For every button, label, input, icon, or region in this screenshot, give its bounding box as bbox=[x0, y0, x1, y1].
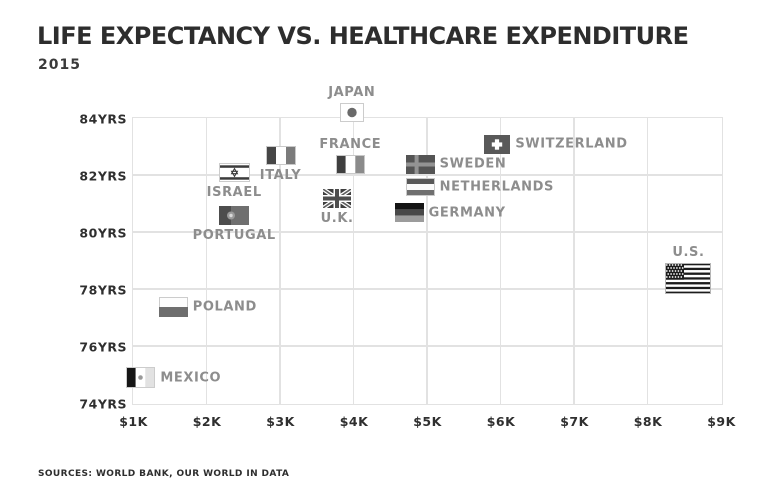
source-note: SOURCES: WORLD BANK, OUR WORLD IN DATA bbox=[38, 469, 290, 479]
gridline-horizontal bbox=[133, 174, 722, 176]
germany-label: GERMANY bbox=[428, 205, 506, 221]
x-tick-label: $1K bbox=[119, 414, 148, 429]
germany-flag-icon bbox=[394, 203, 424, 223]
us-flag-icon bbox=[665, 262, 712, 294]
x-tick-label: $8K bbox=[633, 414, 663, 429]
sweden-label: SWEDEN bbox=[439, 156, 507, 172]
x-tick-label: $2K bbox=[192, 414, 222, 429]
gridline-vertical bbox=[573, 118, 575, 404]
y-tick-label: 84YRS bbox=[79, 111, 127, 126]
chart-subtitle: 2015 bbox=[38, 57, 81, 73]
gridline-vertical bbox=[205, 118, 208, 404]
italy-label: ITALY bbox=[259, 168, 302, 184]
y-tick-label: 80YRS bbox=[79, 225, 127, 240]
israel-flag-icon bbox=[218, 163, 250, 183]
israel-label: ISRAEL bbox=[206, 185, 262, 201]
x-tick-label: $3K bbox=[266, 414, 295, 429]
gridline-vertical bbox=[646, 118, 649, 404]
mexico-label: MEXICO bbox=[160, 370, 222, 386]
gridline-vertical bbox=[426, 118, 428, 404]
y-tick-label: 74YRS bbox=[79, 396, 127, 411]
plot-area bbox=[132, 117, 723, 405]
x-tick-label: $7K bbox=[560, 414, 589, 429]
netherlands-label: NETHERLANDS bbox=[439, 179, 555, 195]
gridline-horizontal bbox=[133, 345, 722, 347]
japan-label: JAPAN bbox=[328, 85, 376, 101]
switzerland-flag-icon bbox=[484, 134, 511, 154]
poland-flag-icon bbox=[158, 296, 188, 317]
x-tick-label: $9K bbox=[707, 414, 736, 429]
gridline-vertical bbox=[279, 118, 281, 404]
uk-label: U.K. bbox=[320, 210, 354, 226]
switzerland-label: SWITZERLAND bbox=[515, 136, 628, 152]
italy-flag-icon bbox=[265, 146, 296, 166]
portugal-label: PORTUGAL bbox=[192, 227, 276, 243]
netherlands-flag-icon bbox=[405, 177, 435, 196]
gridline-horizontal bbox=[133, 288, 722, 290]
x-tick-label: $5K bbox=[413, 414, 442, 429]
x-tick-label: $4K bbox=[339, 414, 369, 429]
japan-flag-icon bbox=[339, 103, 364, 123]
uk-flag-icon bbox=[323, 188, 352, 208]
sweden-flag-icon bbox=[405, 154, 435, 174]
france-label: FRANCE bbox=[319, 136, 382, 152]
gridline-horizontal bbox=[133, 231, 722, 233]
x-tick-label: $6K bbox=[486, 414, 516, 429]
y-tick-label: 78YRS bbox=[79, 282, 127, 297]
chart-title: LIFE EXPECTANCY VS. HEALTHCARE EXPENDITU… bbox=[37, 22, 689, 50]
gridline-vertical bbox=[352, 118, 355, 404]
gridline-vertical bbox=[499, 118, 502, 404]
y-tick-label: 76YRS bbox=[79, 339, 127, 354]
france-flag-icon bbox=[335, 154, 365, 174]
us-label: U.S. bbox=[672, 244, 705, 260]
y-tick-label: 82YRS bbox=[79, 168, 127, 183]
mexico-flag-icon bbox=[126, 367, 156, 389]
poland-label: POLAND bbox=[192, 299, 257, 315]
portugal-flag-icon bbox=[219, 205, 250, 225]
